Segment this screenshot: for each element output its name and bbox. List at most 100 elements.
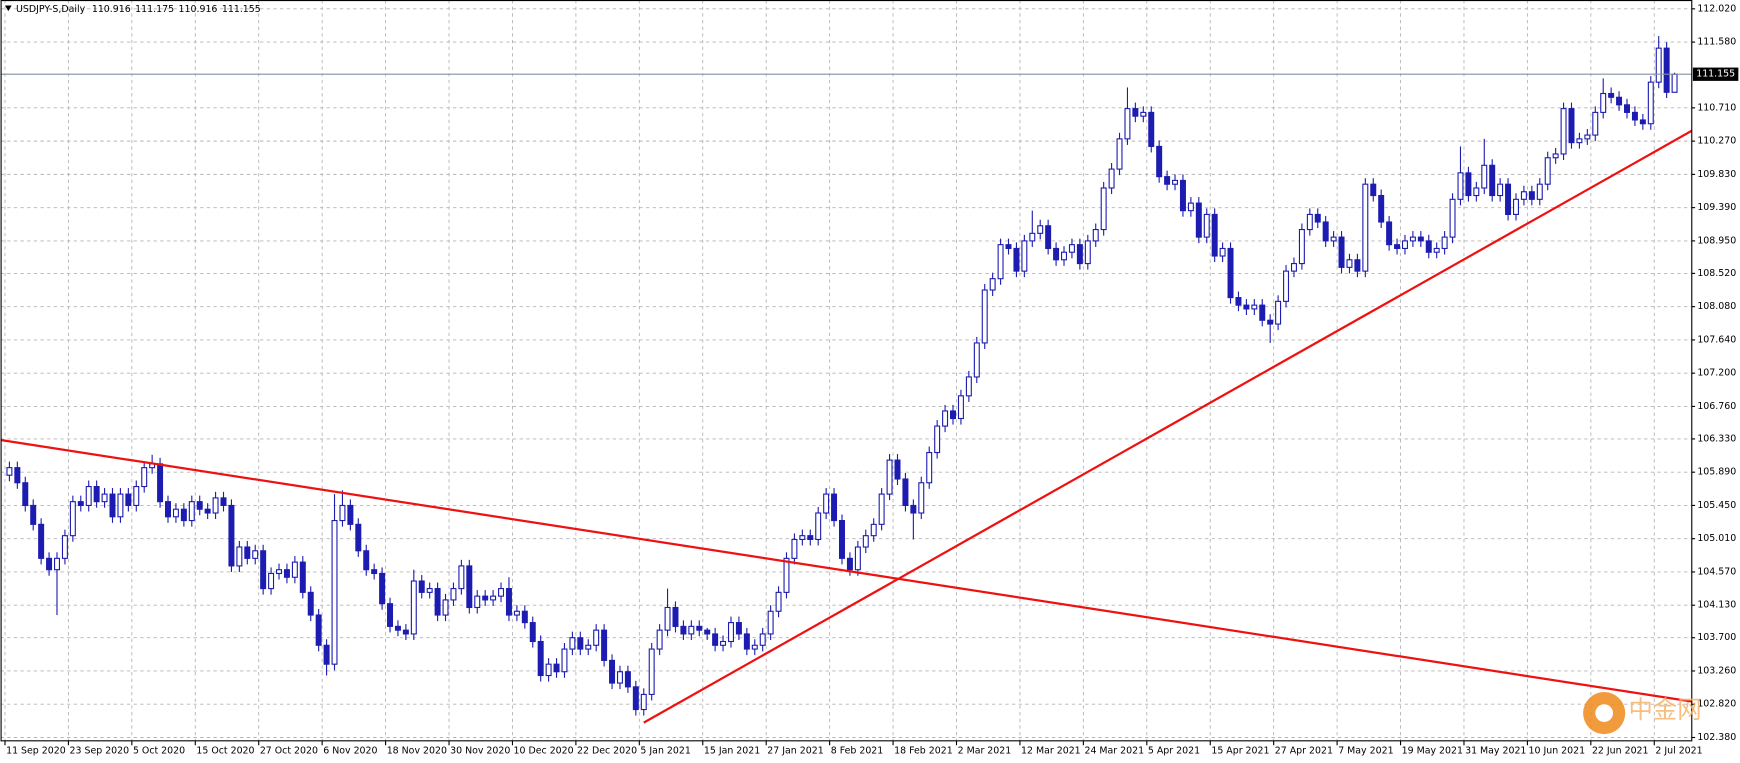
candle-body — [870, 523, 877, 537]
candle-body — [838, 520, 845, 559]
x-tick-label: 18 Nov 2020 — [387, 745, 447, 756]
candle-body — [458, 565, 465, 590]
y-tick-label: 103.260 — [1697, 665, 1736, 676]
candle-body — [1473, 187, 1480, 197]
candle-body — [862, 535, 869, 548]
candle-body — [846, 557, 853, 571]
candle-body — [394, 625, 401, 631]
candle-body — [371, 569, 378, 575]
candle-body — [910, 504, 917, 514]
candle-body — [61, 535, 68, 559]
candle-body — [1108, 168, 1115, 189]
candle-body — [1489, 164, 1496, 197]
candle-body — [1671, 73, 1678, 93]
candle-body — [751, 644, 758, 650]
candle-body — [624, 671, 631, 688]
plot-frame — [0, 0, 1693, 742]
candle-body — [442, 599, 449, 616]
y-tick-label: 102.380 — [1697, 732, 1736, 743]
candle-body — [1576, 138, 1583, 144]
candle-body — [1592, 111, 1599, 136]
y-tick-label: 107.200 — [1697, 368, 1736, 379]
candle-body — [1219, 247, 1226, 257]
candle-body — [165, 501, 171, 518]
candle-body — [902, 478, 909, 506]
x-tick-label: 10 Dec 2020 — [514, 745, 574, 756]
candle-body — [712, 633, 719, 646]
candle-body — [1306, 213, 1313, 231]
x-tick-label: 5 Apr 2021 — [1148, 745, 1200, 756]
header: USDJPY-S,Daily 110.916 111.175 110.916 111.1… — [16, 3, 261, 14]
candle-body — [85, 485, 92, 506]
y-tick-label: 109.830 — [1697, 169, 1736, 180]
y-tick-label: 105.450 — [1697, 500, 1736, 511]
candle-body — [942, 410, 949, 427]
candle-body — [244, 546, 251, 559]
y-tick-label: 107.640 — [1697, 334, 1736, 345]
candle-body — [815, 512, 822, 541]
candle-body — [1433, 247, 1440, 253]
y-tick-label: 105.010 — [1697, 533, 1736, 544]
candle-body — [1346, 259, 1353, 268]
x-tick-label: 15 Jan 2021 — [704, 745, 760, 756]
candle-body — [632, 686, 639, 711]
candle-body — [77, 501, 84, 506]
x-tick-label: 7 May 2021 — [1338, 745, 1393, 756]
candle-body — [426, 588, 433, 593]
candle-body — [704, 629, 711, 635]
candle-body — [1600, 92, 1607, 113]
candle-body — [656, 629, 663, 650]
candle-body — [1394, 244, 1401, 250]
candle-body — [291, 561, 298, 578]
y-tick-label: 106.760 — [1697, 401, 1736, 412]
candle-body — [957, 395, 964, 420]
candle-body — [934, 425, 941, 454]
candle-body — [1172, 179, 1179, 185]
candle-body — [1655, 47, 1662, 83]
candle-body — [14, 467, 21, 484]
candle-body — [513, 610, 520, 616]
candle-body — [529, 622, 536, 643]
candle-body — [1560, 108, 1567, 155]
candle-body — [30, 504, 37, 525]
candle-body — [1639, 119, 1646, 125]
candle-body — [212, 497, 219, 514]
candles — [6, 36, 1678, 716]
candle-body — [1211, 213, 1218, 257]
candle-body — [593, 629, 600, 646]
candle-body — [759, 633, 766, 646]
candle-body — [1457, 172, 1464, 200]
candle-body — [276, 569, 283, 575]
candle-body — [1616, 96, 1623, 106]
candle-body — [450, 588, 457, 601]
candle-body — [1156, 145, 1163, 178]
x-tick-label: 15 Apr 2021 — [1211, 745, 1269, 756]
x-tick-label: 30 Nov 2020 — [450, 745, 510, 756]
candle-body — [577, 637, 584, 650]
x-tick-label: 19 May 2021 — [1402, 745, 1463, 756]
header-high: 111.175 — [135, 3, 174, 14]
current-price-label: 111.155 — [1696, 69, 1735, 80]
candle-body — [299, 561, 306, 593]
candle-body — [1132, 108, 1139, 117]
candle-body — [196, 501, 203, 510]
candle-body — [490, 595, 497, 601]
candle-body — [466, 565, 473, 609]
candle-body — [791, 538, 798, 559]
candle-body — [323, 644, 330, 665]
x-tick-label: 5 Jan 2021 — [640, 745, 690, 756]
candle-body — [664, 606, 671, 631]
x-tick-label: 11 Sep 2020 — [6, 745, 66, 756]
candle-body — [283, 569, 290, 578]
candle-body — [807, 535, 814, 541]
candle-body — [1409, 236, 1416, 242]
candle-body — [315, 614, 322, 646]
candle-body — [1045, 225, 1052, 250]
candle-body — [157, 463, 164, 503]
candle-body — [1401, 240, 1408, 250]
candle-body — [1544, 157, 1551, 185]
candle-body — [1053, 247, 1060, 261]
candle-body — [926, 451, 933, 484]
